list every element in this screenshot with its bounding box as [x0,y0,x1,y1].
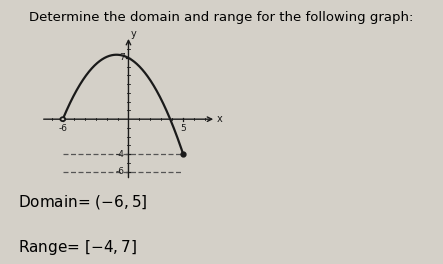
Text: Determine the domain and range for the following graph:: Determine the domain and range for the f… [29,11,414,23]
Text: -4: -4 [116,150,124,159]
Text: 7: 7 [119,53,124,62]
Text: 5: 5 [180,124,186,133]
Text: x: x [217,114,222,124]
Text: Range= $[-4,7]$: Range= $[-4,7]$ [18,238,137,257]
Text: -6: -6 [116,167,124,176]
Text: Domain= $(-6,5]$: Domain= $(-6,5]$ [18,193,147,211]
Text: -6: -6 [58,124,67,133]
Circle shape [60,117,65,121]
Text: y: y [131,29,136,39]
